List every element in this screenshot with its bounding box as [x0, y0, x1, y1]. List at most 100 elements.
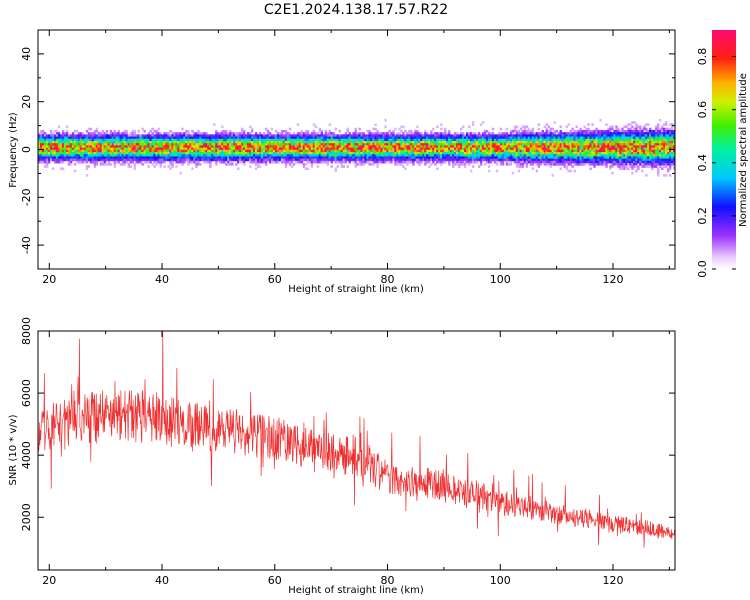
- heatmap-cell: [531, 156, 535, 160]
- heatmap-cell: [509, 134, 513, 137]
- heatmap-cell: [245, 156, 248, 160]
- heatmap-cell: [197, 149, 200, 153]
- heatmap-cell: [38, 160, 41, 164]
- heatmap-cell: [625, 143, 628, 146]
- heatmap-cell: [284, 129, 288, 133]
- heatmap-cell: [249, 140, 252, 144]
- heatmap-cell: [43, 152, 47, 155]
- heatmap-cell: [193, 160, 196, 164]
- heatmap-cell: [340, 140, 343, 144]
- heatmap-cell: [567, 143, 570, 146]
- heatmap-cell: [71, 138, 75, 142]
- heatmap-cell: [623, 132, 626, 135]
- heatmap-cell: [169, 147, 172, 151]
- heatmap-cell: [252, 154, 256, 157]
- heatmap-cell: [370, 138, 373, 142]
- heatmap-cell: [85, 129, 89, 133]
- heatmap-cell: [481, 154, 485, 157]
- heatmap-cell: [493, 140, 497, 144]
- heatmap-cell: [270, 127, 274, 131]
- heatmap-cell: [589, 167, 592, 171]
- heatmap-cell: [111, 154, 115, 157]
- heatmap-cell: [334, 152, 337, 155]
- heatmap-cell: [199, 149, 202, 153]
- heatmap-cell: [280, 138, 284, 142]
- heatmap-cell: [563, 156, 566, 160]
- heatmap-cell: [587, 129, 590, 133]
- heatmap-cell: [609, 127, 612, 131]
- heatmap-cell: [404, 152, 407, 155]
- heatmap-cell: [209, 136, 212, 140]
- heatmap-cell: [155, 143, 158, 146]
- heatmap-cell: [563, 154, 566, 157]
- heatmap-cell: [412, 163, 415, 166]
- heatmap-cell: [155, 149, 158, 153]
- heatmap-cell: [284, 136, 288, 140]
- heatmap-cell: [543, 149, 547, 153]
- heatmap-cell: [73, 149, 77, 153]
- heatmap-cell: [358, 140, 361, 144]
- heatmap-cell: [113, 165, 117, 168]
- heatmap-cell: [631, 147, 634, 151]
- heatmap-cell: [487, 156, 491, 160]
- heatmap-cell: [448, 140, 451, 144]
- heatmap-cell: [535, 160, 539, 164]
- heatmap-cell: [438, 138, 441, 142]
- heatmap-cell: [272, 140, 276, 144]
- heatmap-cell: [191, 138, 194, 142]
- heatmap-cell: [394, 136, 397, 140]
- heatmap-cell: [557, 143, 560, 146]
- heatmap-cell: [469, 149, 473, 153]
- heatmap-cell: [643, 125, 646, 129]
- heatmap-cell: [573, 160, 576, 164]
- heatmap-cell: [436, 154, 439, 157]
- heatmap-cell: [531, 147, 535, 151]
- heatmap-cell: [125, 160, 128, 164]
- heatmap-cell: [302, 136, 306, 140]
- heatmap-cell: [432, 154, 435, 157]
- heatmap-cell: [334, 154, 337, 157]
- heatmap-cell: [386, 147, 389, 151]
- heatmap-cell: [671, 132, 674, 135]
- heatmap-cell: [59, 158, 63, 162]
- heatmap-cell: [49, 134, 53, 137]
- heatmap-cell: [59, 145, 63, 148]
- heatmap-cell: [485, 145, 489, 148]
- heatmap-cell: [388, 134, 391, 137]
- heatmap-cell: [215, 136, 218, 140]
- heatmap-cell: [51, 132, 55, 135]
- heatmap-cell: [326, 134, 330, 137]
- heatmap-cell: [171, 134, 174, 137]
- heatmap-cell: [57, 145, 61, 148]
- heatmap-cell: [471, 152, 475, 155]
- heatmap-cell: [541, 138, 545, 142]
- heatmap-cell: [440, 152, 443, 155]
- heatmap-cell: [549, 132, 552, 135]
- heatmap-cell: [515, 163, 519, 166]
- heatmap-cell: [350, 158, 353, 162]
- heatmap-cell: [414, 145, 417, 148]
- heatmap-cell: [505, 147, 509, 151]
- heatmap-cell: [473, 156, 477, 160]
- heatmap-cell: [187, 129, 190, 133]
- heatmap-cell: [629, 123, 632, 126]
- heatmap-cell: [422, 158, 425, 162]
- heatmap-cell: [330, 152, 334, 155]
- heatmap-cell: [382, 147, 385, 151]
- heatmap-cell: [426, 147, 429, 151]
- heatmap-cell: [352, 145, 355, 148]
- heatmap-cell: [266, 143, 270, 146]
- heatmap-cell: [432, 149, 435, 153]
- heatmap-cell: [440, 138, 443, 142]
- heatmap-cell: [294, 147, 298, 151]
- heatmap-cell: [340, 134, 343, 137]
- heatmap-cell: [326, 136, 330, 140]
- heatmap-cell: [631, 125, 634, 129]
- heatmap-cell: [380, 154, 383, 157]
- heatmap-cell: [378, 134, 381, 137]
- heatmap-cell: [215, 152, 218, 155]
- heatmap-cell: [135, 136, 138, 140]
- heatmap-cell: [673, 160, 675, 164]
- heatmap-cell: [617, 143, 620, 146]
- heatmap-cell: [641, 149, 644, 153]
